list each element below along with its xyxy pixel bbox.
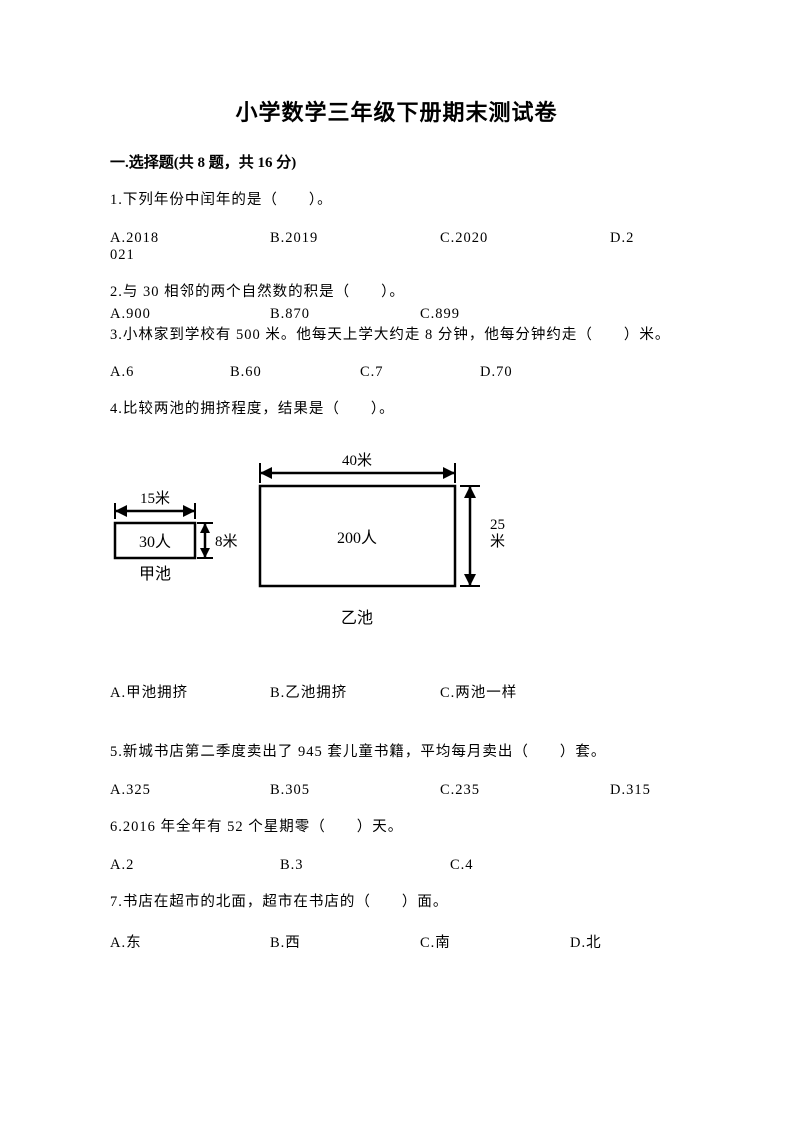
pool-b-label: 乙池 xyxy=(341,609,373,627)
page-title: 小学数学三年级下册期末测试卷 xyxy=(110,95,683,127)
section-header: 一.选择题(共 8 题，共 16 分) xyxy=(110,151,683,172)
pool-a-width-label: 15米 xyxy=(140,490,170,507)
q7-option-c: C.南 xyxy=(420,931,570,952)
q6-option-a: A.2 xyxy=(110,857,280,874)
q3-option-b: B.60 xyxy=(230,364,360,381)
q2-option-b: B.870 xyxy=(270,306,420,323)
q1-option-b: B.2019 xyxy=(270,230,440,247)
pool-a-height-arrow: 8米 xyxy=(197,523,238,558)
q6-option-c: C.4 xyxy=(450,857,474,874)
pool-b-height-arrow: 25 米 xyxy=(460,486,505,586)
pool-b-width-arrow: 40米 xyxy=(260,452,455,483)
question-1: 1.下列年份中闰年的是（ ）。 xyxy=(110,190,683,212)
q7-option-d: D.北 xyxy=(570,931,602,952)
question-6-options: A.2 B.3 C.4 xyxy=(110,857,683,874)
question-1-options: A.2018 B.2019 C.2020 D.2 xyxy=(110,230,683,247)
question-7: 7.书店在超市的北面，超市在书店的（ ）面。 xyxy=(110,892,683,914)
q5-option-b: B.305 xyxy=(270,782,440,799)
q4-option-c: C.两池一样 xyxy=(440,681,517,702)
q5-option-d: D.315 xyxy=(610,782,651,799)
pool-b-height-label-2: 米 xyxy=(490,533,505,550)
pool-b-height-label-1: 25 xyxy=(490,517,505,533)
q5-option-a: A.325 xyxy=(110,782,270,799)
question-5: 5.新城书店第二季度卖出了 945 套儿童书籍，平均每月卖出（ ）套。 xyxy=(110,742,683,764)
question-2-options: A.900 B.870 C.899 xyxy=(110,306,683,323)
question-3: 3.小林家到学校有 500 米。他每天上学大约走 8 分钟，他每分钟约走（ ）米… xyxy=(110,325,683,347)
pool-a-label: 甲池 xyxy=(139,565,171,583)
question-4-options: A.甲池拥挤 B.乙池拥挤 C.两池一样 xyxy=(110,681,683,702)
diagram-svg: 40米 200人 25 米 乙池 15米 30人 xyxy=(110,451,540,651)
q1-option-d: D.2 xyxy=(610,230,634,247)
question-5-options: A.325 B.305 C.235 D.315 xyxy=(110,782,683,799)
pool-a-height-label: 8米 xyxy=(215,533,238,550)
q1-option-d-cont: 021 xyxy=(110,247,683,264)
pool-a-width-arrow: 15米 xyxy=(115,490,195,519)
question-4: 4.比较两池的拥挤程度，结果是（ ）。 xyxy=(110,399,683,421)
q3-option-d: D.70 xyxy=(480,364,513,381)
q2-option-a: A.900 xyxy=(110,306,270,323)
q4-option-b: B.乙池拥挤 xyxy=(270,681,440,702)
q3-option-a: A.6 xyxy=(110,364,230,381)
q3-option-c: C.7 xyxy=(360,364,480,381)
q7-option-a: A.东 xyxy=(110,931,270,952)
pool-b-content: 200人 xyxy=(337,529,377,547)
q1-option-a: A.2018 xyxy=(110,230,270,247)
pools-diagram: 40米 200人 25 米 乙池 15米 30人 xyxy=(110,451,683,651)
q7-option-b: B.西 xyxy=(270,931,420,952)
question-3-options: A.6 B.60 C.7 D.70 xyxy=(110,364,683,381)
question-7-options: A.东 B.西 C.南 D.北 xyxy=(110,931,683,952)
q2-option-c: C.899 xyxy=(420,306,460,323)
pool-a-content: 30人 xyxy=(139,533,171,551)
question-6: 6.2016 年全年有 52 个星期零（ ）天。 xyxy=(110,817,683,839)
question-2: 2.与 30 相邻的两个自然数的积是（ ）。 xyxy=(110,282,683,304)
q1-option-c: C.2020 xyxy=(440,230,610,247)
pool-b-width-label: 40米 xyxy=(342,452,372,469)
q6-option-b: B.3 xyxy=(280,857,450,874)
q4-option-a: A.甲池拥挤 xyxy=(110,681,270,702)
q5-option-c: C.235 xyxy=(440,782,610,799)
